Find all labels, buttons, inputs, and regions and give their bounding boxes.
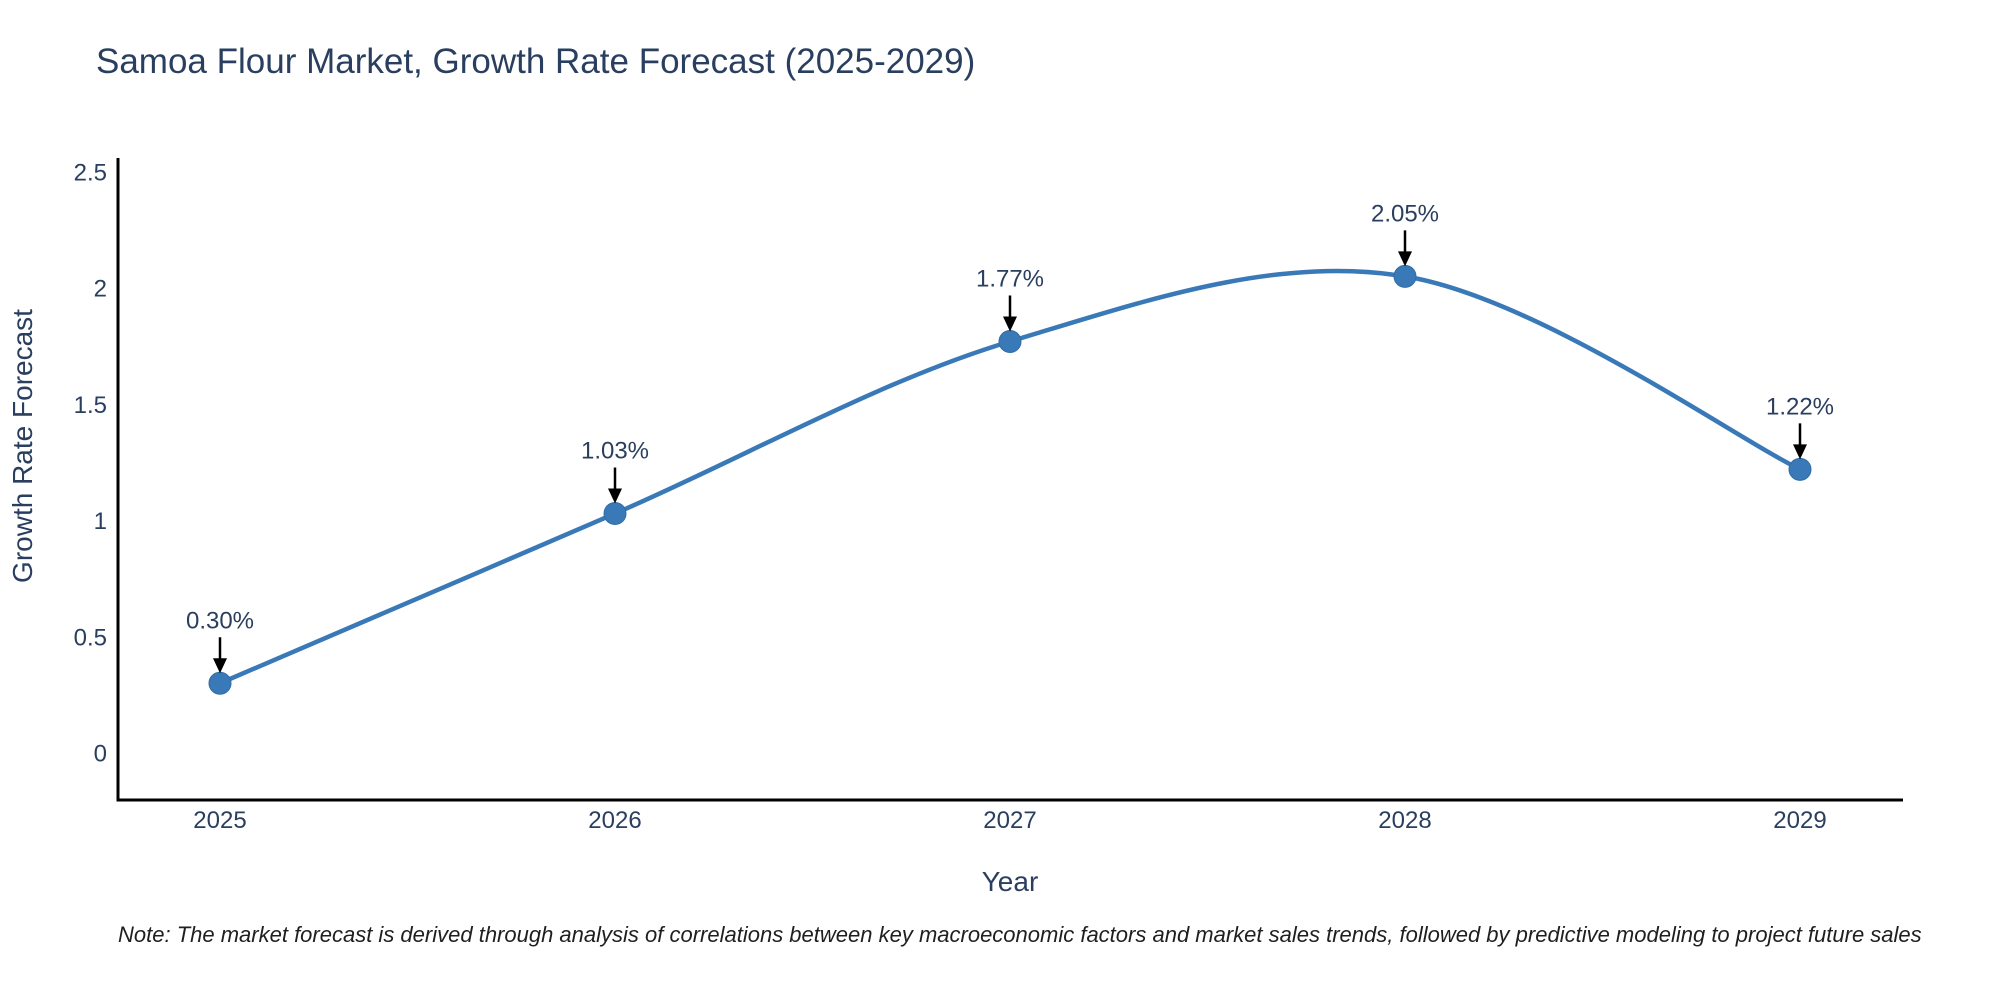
annotation-label: 1.22% [1766, 393, 1834, 420]
point-annotation: 0.30% [186, 607, 254, 674]
x-tick-label: 2028 [1378, 807, 1431, 834]
data-point-2028[interactable] [1393, 264, 1417, 288]
x-tick-label: 2027 [983, 807, 1036, 834]
down-arrow-icon [608, 488, 622, 504]
point-annotation: 1.03% [581, 438, 649, 504]
x-tick-label: 2026 [588, 807, 641, 834]
y-tick-label: 0 [94, 741, 107, 768]
y-tick-label: 1.5 [74, 392, 107, 419]
y-tick-label: 0.5 [74, 624, 107, 651]
line-series [208, 264, 1812, 695]
y-tick-label: 2.5 [74, 159, 107, 186]
annotation-label: 1.77% [976, 265, 1044, 292]
chart-title: Samoa Flour Market, Growth Rate Forecast… [96, 42, 976, 81]
data-point-2026[interactable] [603, 502, 627, 526]
y-axis-title: Growth Rate Forecast [7, 309, 38, 583]
point-annotation: 1.22% [1766, 393, 1834, 460]
down-arrow-icon [1793, 444, 1807, 460]
down-arrow-icon [1003, 316, 1017, 332]
data-point-2027[interactable] [998, 329, 1022, 353]
x-axis-tick-labels: 2025 2026 2027 2028 2029 [193, 807, 1826, 834]
data-point-2029[interactable] [1788, 457, 1812, 481]
y-tick-label: 1 [94, 508, 107, 535]
annotation-label: 2.05% [1371, 200, 1439, 227]
down-arrow-icon [213, 658, 227, 674]
y-tick-label: 2 [94, 276, 107, 303]
footnote: Note: The market forecast is derived thr… [118, 922, 1922, 947]
x-tick-label: 2029 [1773, 807, 1826, 834]
point-annotation: 1.77% [976, 265, 1044, 332]
annotation-label: 1.03% [581, 438, 649, 465]
point-annotation: 2.05% [1371, 200, 1439, 267]
point-annotations: 0.30% 1.03% 1.77% 2.05% 1.22% [186, 200, 1834, 674]
y-axis-tick-labels: 0 0.5 1 1.5 2 2.5 [74, 159, 107, 767]
annotation-label: 0.30% [186, 607, 254, 634]
down-arrow-icon [1398, 251, 1412, 267]
x-tick-label: 2025 [193, 807, 246, 834]
x-axis-title: Year [982, 866, 1039, 897]
data-point-2025[interactable] [208, 671, 232, 695]
